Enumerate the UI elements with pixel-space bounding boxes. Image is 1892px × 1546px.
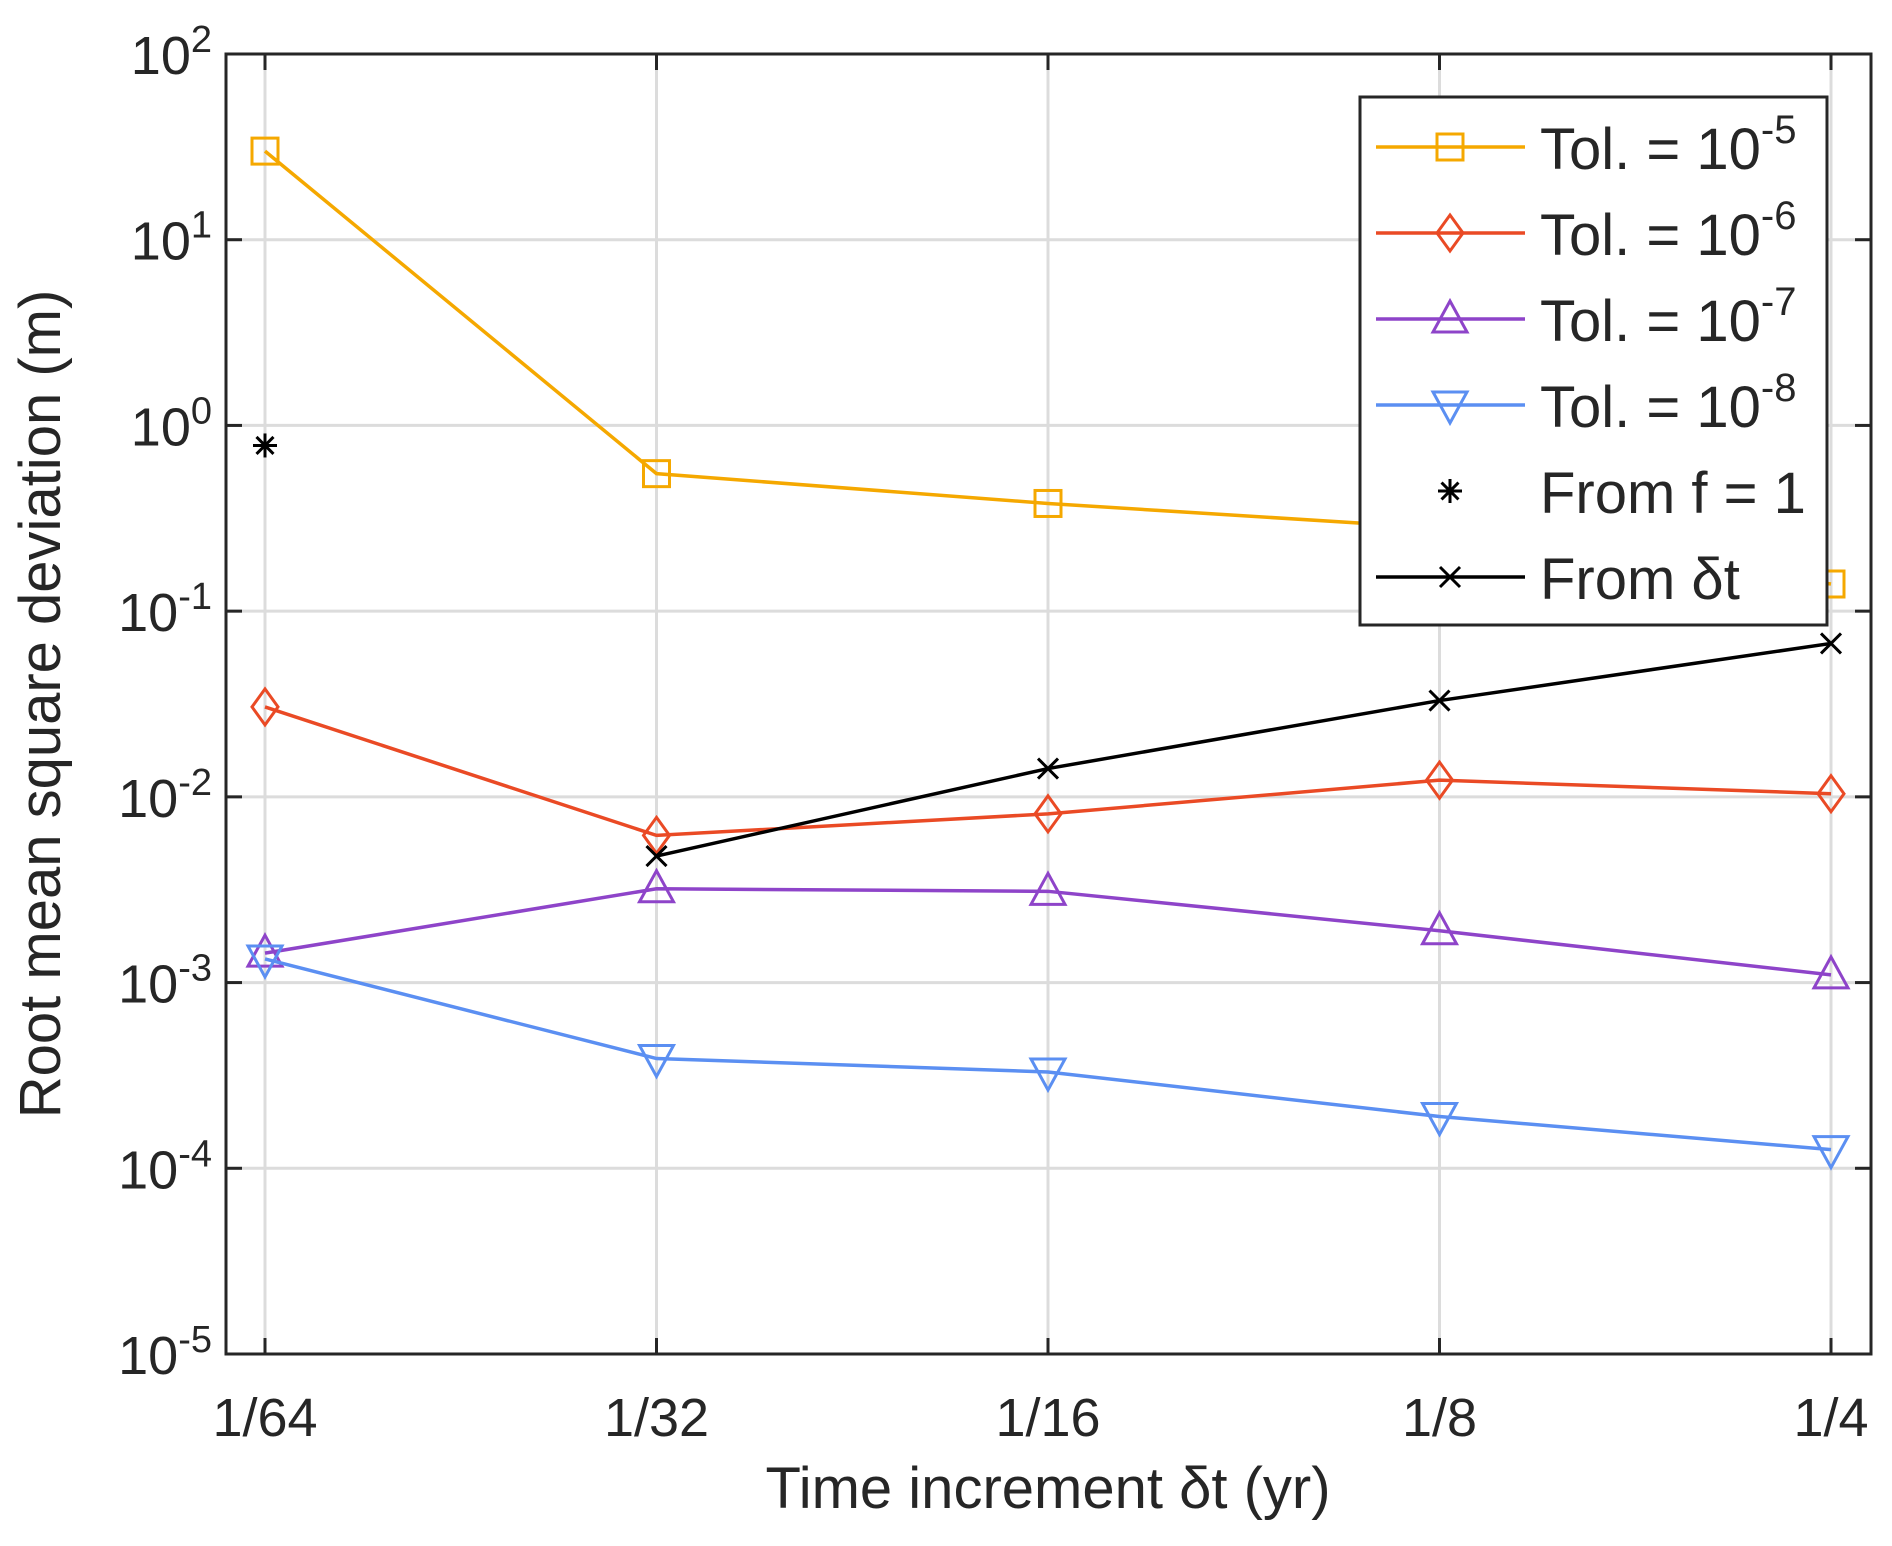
- triangle-down-marker: [1028, 1057, 1068, 1094]
- triangle-up-marker: [636, 867, 677, 904]
- series-6: [645, 632, 1843, 868]
- y-tick-label: 100: [131, 390, 212, 457]
- x-marker-stroke: [1438, 565, 1462, 589]
- legend-label: From δt: [1540, 547, 1740, 612]
- series-3: [245, 867, 1851, 990]
- diamond-marker: [1424, 759, 1455, 801]
- asterisk-marker-stroke: [1440, 481, 1460, 501]
- square-marker: [250, 136, 280, 166]
- series-2: [250, 686, 1846, 856]
- x-tick-label: 1/32: [604, 1388, 709, 1448]
- x-tick-label: 1/16: [995, 1388, 1100, 1448]
- y-tick-label: 10-5: [118, 1319, 212, 1386]
- y-tick-label: 10-1: [118, 576, 212, 643]
- triangle-down-marker: [245, 944, 285, 981]
- asterisk-marker: [1438, 479, 1462, 503]
- triangle-down-marker: [1811, 1135, 1851, 1171]
- x-axis-label: Time increment δt (yr): [765, 1456, 1330, 1521]
- x-tick-label: 1/4: [1793, 1388, 1868, 1448]
- series-line: [264, 705, 1832, 838]
- y-tick-label: 102: [131, 19, 212, 86]
- legend-label: Tol. = 10-8: [1540, 366, 1796, 440]
- y-tick-label: 101: [131, 205, 212, 272]
- triangle-down-marker: [1419, 1102, 1460, 1138]
- x-marker: [1428, 689, 1451, 712]
- triangle-down-marker: [636, 1044, 677, 1080]
- x-marker: [1819, 632, 1843, 655]
- legend-entry: From δt: [1376, 547, 1740, 612]
- y-tick-label: 10-3: [118, 948, 212, 1015]
- x-marker: [645, 844, 668, 868]
- x-marker-stroke: [1819, 632, 1843, 655]
- ticks: 1/64 1/32 1/16 1/8 1/4 10-5 10-4 10-3 10-2 10-1 10…: [118, 19, 1871, 1448]
- x-tick-label: 1/64: [212, 1388, 317, 1448]
- triangle-up-marker: [1811, 953, 1851, 990]
- x-marker-stroke: [645, 844, 668, 868]
- legend-entry: Tol. = 10-5: [1376, 108, 1796, 182]
- x-marker: [1438, 565, 1462, 589]
- y-tick-label: 10-4: [118, 1133, 212, 1200]
- legend-entry: From f = 1: [1438, 461, 1806, 526]
- series-4: [245, 944, 1851, 1171]
- triangle-down-marker: [1430, 390, 1470, 427]
- triangle-up-marker: [1430, 297, 1470, 334]
- square-marker: [642, 459, 671, 489]
- x-tick-label: 1/8: [1402, 1388, 1477, 1448]
- triangle-up-marker: [245, 932, 285, 968]
- legend-entry: Tol. = 10-7: [1376, 280, 1796, 354]
- square-marker: [1435, 132, 1465, 162]
- x-marker-stroke: [1428, 689, 1451, 712]
- asterisk-marker: [253, 433, 277, 458]
- diamond-marker: [1435, 212, 1465, 254]
- diamond-marker: [1033, 793, 1063, 835]
- legend: Tol. = 10-5 Tol. = 10-6 Tol. = 10-7 Tol. = …: [1358, 95, 1829, 627]
- y-tick-label: 10-2: [118, 762, 212, 829]
- diamond-marker: [1816, 773, 1846, 815]
- legend-entry: Tol. = 10-8: [1376, 366, 1796, 440]
- square-marker: [1033, 488, 1063, 518]
- diamond-marker: [641, 814, 672, 856]
- x-marker-stroke: [1036, 757, 1060, 780]
- legend-label: From f = 1: [1540, 461, 1806, 526]
- legend-label: Tol. = 10-7: [1540, 280, 1796, 354]
- legend-label: Tol. = 10-5: [1540, 108, 1796, 182]
- series-line: [264, 957, 1832, 1152]
- triangle-up-marker: [1419, 909, 1460, 946]
- series-5: [253, 433, 277, 458]
- diamond-marker: [250, 686, 280, 728]
- legend-box: [1358, 95, 1829, 627]
- series-line: [264, 887, 1832, 977]
- asterisk-marker-stroke: [255, 435, 275, 456]
- series-line: [656, 641, 1832, 858]
- legend-label: Tol. = 10-6: [1540, 194, 1796, 268]
- triangle-up-marker: [1028, 870, 1068, 906]
- x-marker: [1036, 757, 1060, 780]
- legend-entry: Tol. = 10-6: [1376, 194, 1796, 268]
- y-axis-label: Root mean square deviation (m): [8, 290, 73, 1119]
